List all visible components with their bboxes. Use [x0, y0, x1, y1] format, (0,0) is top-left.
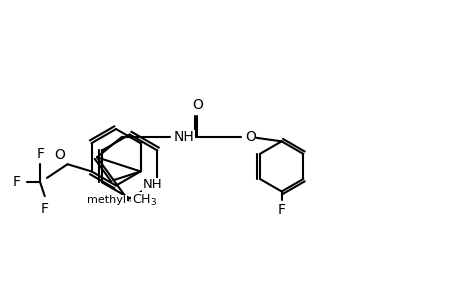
Text: NH: NH: [142, 178, 162, 191]
Text: O: O: [245, 130, 256, 144]
Text: O: O: [54, 148, 65, 162]
Text: F: F: [13, 176, 21, 190]
Text: F: F: [277, 203, 285, 217]
Text: O: O: [191, 98, 202, 112]
Text: CH$_3$: CH$_3$: [132, 193, 157, 208]
Text: NH: NH: [173, 130, 194, 144]
Text: methyl: methyl: [87, 195, 126, 206]
Text: F: F: [41, 202, 49, 216]
Text: F: F: [36, 147, 44, 160]
